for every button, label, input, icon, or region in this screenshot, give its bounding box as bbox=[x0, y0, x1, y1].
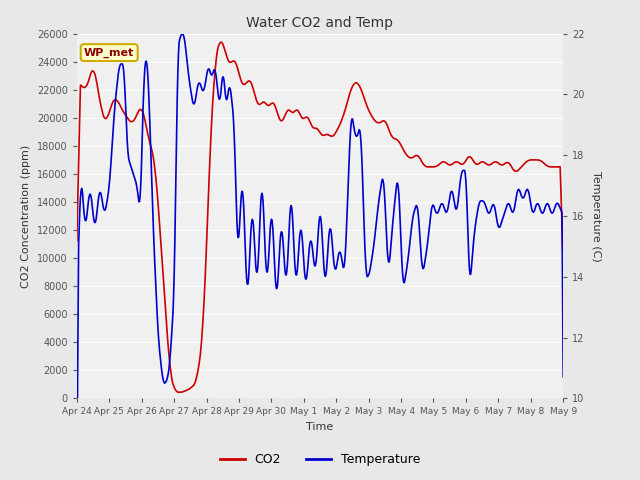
CO2 bbox=[103, 115, 111, 121]
Y-axis label: Temperature (C): Temperature (C) bbox=[591, 170, 602, 262]
CO2 bbox=[559, 261, 567, 266]
Line: CO2: CO2 bbox=[77, 42, 563, 392]
Text: WP_met: WP_met bbox=[84, 48, 134, 58]
CO2 bbox=[384, 124, 392, 130]
Temperature bbox=[179, 31, 187, 36]
Y-axis label: CO2 Concentration (ppm): CO2 Concentration (ppm) bbox=[21, 144, 31, 288]
CO2 bbox=[176, 389, 184, 395]
CO2 bbox=[369, 116, 377, 121]
Line: Temperature: Temperature bbox=[77, 34, 563, 480]
Title: Water CO2 and Temp: Water CO2 and Temp bbox=[246, 16, 394, 30]
Temperature bbox=[369, 251, 376, 256]
Temperature bbox=[492, 213, 500, 219]
Legend: CO2, Temperature: CO2, Temperature bbox=[214, 448, 426, 471]
CO2 bbox=[443, 161, 451, 167]
Temperature bbox=[559, 374, 567, 380]
Temperature bbox=[383, 247, 391, 252]
Temperature bbox=[442, 209, 450, 215]
Temperature bbox=[356, 128, 364, 134]
CO2 bbox=[356, 85, 364, 91]
CO2 bbox=[73, 238, 81, 244]
Temperature bbox=[103, 201, 111, 206]
CO2 bbox=[217, 39, 225, 45]
CO2 bbox=[493, 159, 500, 165]
X-axis label: Time: Time bbox=[307, 422, 333, 432]
